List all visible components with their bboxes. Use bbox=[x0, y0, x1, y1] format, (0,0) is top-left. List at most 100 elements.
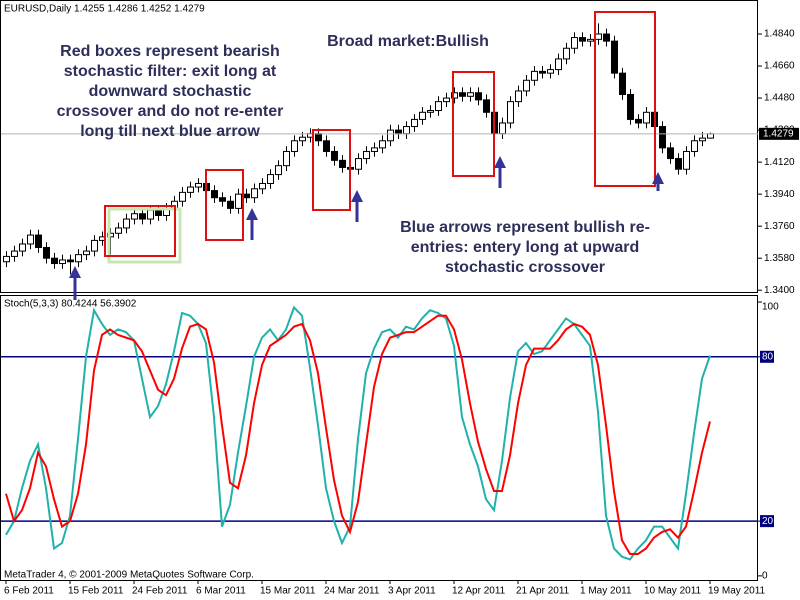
candle-body bbox=[323, 140, 330, 152]
candle-body bbox=[515, 90, 522, 103]
candle-body bbox=[27, 234, 34, 245]
stoch-marks: 100 80 20 0 6 Feb 2011 15 Feb 2011 24 Feb 2011… bbox=[1, 301, 779, 597]
x-tick-label: 1 May 2011 bbox=[580, 586, 632, 597]
last-price-box bbox=[759, 127, 799, 140]
candle-body bbox=[675, 158, 682, 170]
red-box bbox=[452, 71, 495, 177]
candle-body bbox=[379, 140, 386, 149]
y-tick-label: 1.3580 bbox=[764, 253, 795, 264]
candle-body bbox=[539, 70, 546, 74]
candle-body bbox=[275, 165, 282, 176]
candle-body bbox=[435, 101, 442, 112]
x-tick-label: 19 May 2011 bbox=[708, 586, 766, 597]
candle-body bbox=[331, 150, 338, 161]
candle-body bbox=[131, 213, 138, 220]
candle-body bbox=[267, 174, 274, 184]
y-tick-label: 1.3940 bbox=[764, 189, 795, 200]
arrow-head bbox=[351, 190, 363, 202]
candle-body bbox=[699, 137, 706, 142]
y-tick-label: 1.4660 bbox=[764, 61, 795, 72]
arrow-head bbox=[246, 208, 258, 220]
annotation-text: Red boxes represent bearish bbox=[60, 43, 280, 60]
red-box bbox=[205, 169, 244, 241]
candle-body bbox=[355, 158, 362, 170]
candle-body bbox=[139, 213, 146, 220]
candle-body bbox=[571, 37, 578, 49]
x-tick-label: 21 Apr 2011 bbox=[516, 586, 570, 597]
candle-body bbox=[291, 140, 298, 152]
y-tick-label: 80 bbox=[762, 351, 774, 362]
last-price-label: 1.4279 bbox=[763, 128, 794, 139]
stoch-panel-frame bbox=[0, 295, 758, 581]
candle-body bbox=[579, 37, 586, 42]
candle-body bbox=[635, 118, 642, 124]
footer: MetaTrader 4, © 2001-2009 MetaQuotes Sof… bbox=[4, 570, 254, 581]
annotation-text: entries: entery long at upward bbox=[411, 239, 639, 256]
x-tick-label: 6 Mar 2011 bbox=[196, 586, 246, 597]
candle-body bbox=[155, 209, 162, 216]
annotation-text: long till next blue arrow bbox=[80, 123, 260, 140]
candle-body bbox=[499, 122, 506, 135]
annotation-shapes bbox=[69, 11, 664, 300]
candle-body bbox=[75, 254, 82, 263]
candle-body bbox=[147, 209, 154, 220]
candle-body bbox=[411, 118, 418, 128]
candle-body bbox=[251, 188, 258, 199]
candle-body bbox=[427, 110, 434, 113]
y-tick-label: 100 bbox=[762, 302, 779, 313]
x-tick-label: 3 Apr 2011 bbox=[388, 586, 436, 597]
candle-body bbox=[483, 99, 490, 113]
x-tick-label: 15 Feb 2011 bbox=[68, 586, 124, 597]
candle-body bbox=[243, 193, 250, 199]
candle-body bbox=[91, 239, 98, 252]
annotation-text: crossover and do not re-enter bbox=[57, 103, 284, 120]
candle-body bbox=[403, 126, 410, 135]
candle-body bbox=[83, 250, 90, 256]
candle-body bbox=[363, 150, 370, 160]
x-tick-label: 6 Feb 2011 bbox=[4, 586, 54, 597]
candle-body bbox=[259, 182, 266, 190]
candle-body bbox=[235, 193, 242, 209]
candle-body bbox=[115, 227, 122, 234]
candle-body bbox=[211, 190, 218, 199]
candle-body bbox=[611, 40, 618, 74]
annotation-text: Broad market:Bullish bbox=[327, 33, 489, 50]
y-tick-label: 1.4480 bbox=[764, 93, 795, 104]
candle-body bbox=[59, 259, 66, 265]
annotation-text: stochastic filter: exit long at bbox=[64, 63, 277, 80]
candle-body bbox=[299, 136, 306, 142]
candle-body bbox=[627, 94, 634, 120]
x-tick-label: 24 Feb 2011 bbox=[132, 586, 188, 597]
annotation-text: stochastic crossover bbox=[445, 259, 605, 276]
candle-body bbox=[67, 259, 74, 263]
y-tick-label: 1.4120 bbox=[764, 157, 795, 168]
candle-body bbox=[587, 38, 594, 42]
candle-body bbox=[547, 69, 554, 74]
candle-body bbox=[123, 218, 130, 229]
x-tick-label: 10 May 2011 bbox=[644, 586, 702, 597]
candle-body bbox=[219, 197, 226, 202]
level-label-box bbox=[760, 350, 774, 363]
candle-body bbox=[11, 250, 18, 257]
candle-body bbox=[443, 97, 450, 103]
candle-body bbox=[683, 150, 690, 170]
red-box bbox=[594, 11, 656, 187]
candle-body bbox=[43, 247, 50, 259]
arrow-head bbox=[494, 156, 506, 168]
candle-body bbox=[667, 147, 674, 160]
y-tick-label: 1.3760 bbox=[764, 221, 795, 232]
candle-body bbox=[19, 243, 26, 252]
x-tick-label: 24 Mar 2011 bbox=[324, 586, 380, 597]
candle-body bbox=[531, 70, 538, 81]
arrow-head bbox=[69, 266, 81, 278]
candle-body bbox=[659, 126, 666, 149]
stoch-line bbox=[5, 314, 711, 555]
candle-body bbox=[35, 234, 42, 249]
level-label-box bbox=[760, 515, 774, 528]
candle-body bbox=[555, 58, 562, 71]
candle-body bbox=[475, 92, 482, 101]
candle-body bbox=[467, 92, 474, 97]
x-tick-label: 12 Apr 2011 bbox=[452, 586, 506, 597]
candle-body bbox=[283, 150, 290, 167]
